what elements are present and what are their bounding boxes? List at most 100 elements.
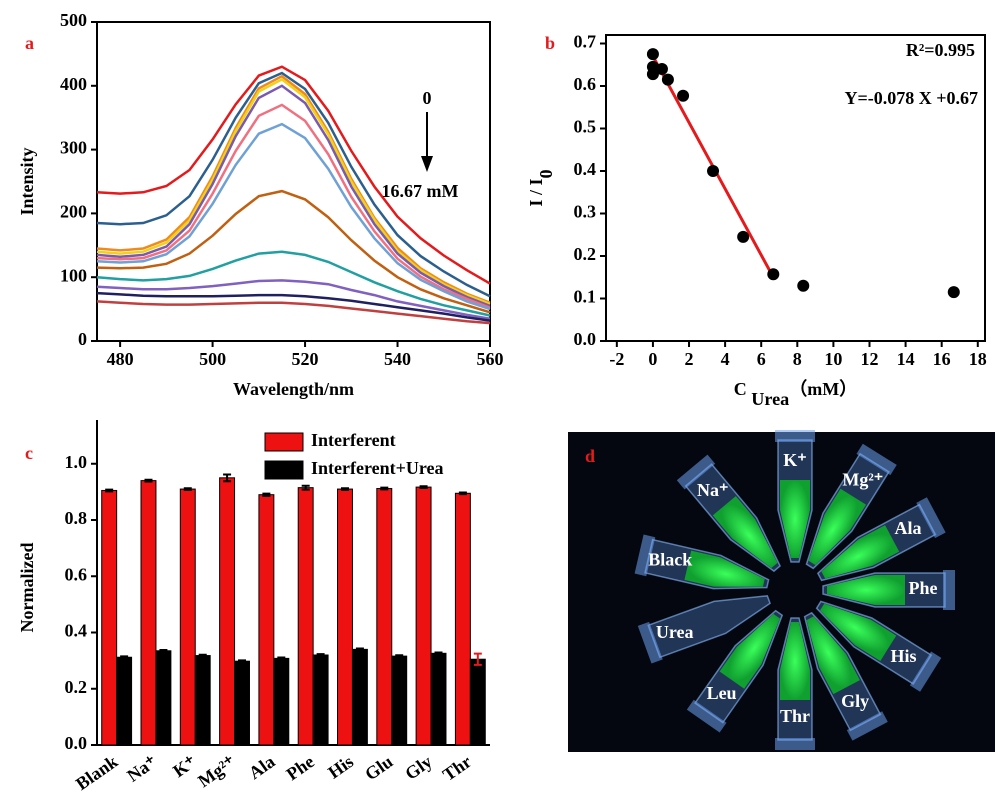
x-tick-label: Na⁺ bbox=[123, 751, 160, 785]
y-tick-label: 0.0 bbox=[574, 329, 597, 349]
x-tick-label: 0 bbox=[648, 349, 657, 369]
x-tick-label: 12 bbox=[860, 349, 878, 369]
tube bbox=[637, 595, 771, 664]
annotation: Y=-0.078 X +0.67 bbox=[844, 88, 978, 108]
y-tick-label: 0.5 bbox=[574, 117, 597, 137]
x-tick-label: Mg²⁺ bbox=[194, 751, 239, 791]
legend-swatch bbox=[264, 432, 304, 452]
x-tick-label: Thr bbox=[439, 751, 475, 785]
tube-solution bbox=[806, 616, 860, 695]
y-tick-label: 0.4 bbox=[65, 621, 88, 641]
spectrum-line bbox=[96, 291, 491, 322]
error-bar bbox=[144, 478, 153, 483]
x-tick-label: Gly bbox=[401, 751, 435, 783]
data-point bbox=[947, 286, 960, 299]
tube-label: Thr bbox=[780, 706, 810, 726]
error-bar bbox=[277, 656, 286, 661]
data-point bbox=[797, 279, 810, 292]
bar bbox=[116, 656, 133, 746]
legend-label: Interferent+Urea bbox=[311, 458, 444, 478]
tube-solution bbox=[712, 496, 778, 569]
y-tick-label: 500 bbox=[60, 10, 87, 30]
x-tick-label: 10 bbox=[824, 349, 842, 369]
x-tick-label: 4 bbox=[721, 349, 730, 369]
bar bbox=[297, 487, 314, 746]
tube bbox=[634, 534, 770, 590]
axis-label: Wavelength/nm bbox=[233, 379, 354, 399]
tube-label: K⁺ bbox=[783, 450, 807, 470]
y-tick-label: 100 bbox=[60, 265, 87, 285]
tube bbox=[803, 611, 888, 741]
panel-label: b bbox=[545, 33, 555, 53]
y-tick-label: 0.7 bbox=[574, 32, 597, 52]
tube-solution bbox=[820, 603, 897, 662]
tube-label: Mg²⁺ bbox=[842, 470, 883, 490]
bar bbox=[234, 660, 250, 746]
tube-cap bbox=[676, 454, 716, 490]
error-bar bbox=[159, 648, 168, 653]
spectrum-line bbox=[96, 77, 491, 306]
axis-label-part: I / I bbox=[526, 179, 546, 207]
tube bbox=[822, 570, 955, 610]
error-bar bbox=[238, 659, 247, 664]
error-bar bbox=[458, 491, 467, 496]
panel-label: a bbox=[25, 33, 34, 53]
tube-solution bbox=[808, 488, 867, 565]
spectrum-line bbox=[96, 122, 491, 311]
tube-cap bbox=[634, 534, 656, 577]
tube-cap bbox=[856, 443, 897, 476]
tube bbox=[775, 617, 815, 750]
axis-label-part: （mM） bbox=[789, 379, 857, 399]
axis-label: I / I0 bbox=[526, 169, 556, 206]
arrow-head bbox=[421, 156, 433, 172]
error-bar bbox=[223, 473, 232, 483]
tube-solution bbox=[719, 613, 780, 689]
x-tick-label: 520 bbox=[292, 349, 319, 369]
error-bar bbox=[105, 488, 114, 493]
tube-label: Ala bbox=[895, 518, 922, 538]
tube-cap bbox=[943, 570, 955, 610]
legend-swatch bbox=[264, 460, 304, 480]
axis-label-part: 0 bbox=[536, 169, 556, 178]
annotation: R²=0.995 bbox=[906, 40, 975, 60]
data-point bbox=[646, 68, 659, 81]
spectrum-line bbox=[96, 71, 491, 298]
data-point bbox=[677, 89, 690, 102]
error-bar bbox=[355, 647, 364, 652]
axis-label-part: Urea bbox=[751, 389, 789, 409]
bar bbox=[469, 658, 486, 746]
x-tick-label: Blank bbox=[72, 751, 121, 791]
data-point bbox=[737, 230, 750, 243]
tube-cap bbox=[637, 621, 663, 664]
bar bbox=[430, 652, 447, 746]
y-tick-label: 400 bbox=[60, 74, 87, 94]
data-point bbox=[655, 63, 668, 75]
x-tick-label: His bbox=[324, 751, 357, 782]
bar bbox=[391, 655, 408, 746]
bar bbox=[454, 492, 471, 746]
tube bbox=[686, 609, 784, 733]
tube-label: Phe bbox=[909, 578, 938, 598]
spectrum-line bbox=[96, 84, 491, 308]
y-tick-label: 0.1 bbox=[574, 287, 597, 307]
y-tick-label: 0.0 bbox=[65, 733, 88, 753]
x-tick-label: 18 bbox=[969, 349, 987, 369]
x-tick-label: Glu bbox=[361, 751, 396, 784]
bar bbox=[376, 488, 393, 746]
y-tick-label: 200 bbox=[60, 202, 87, 222]
annotation: 16.67 mM bbox=[382, 181, 459, 201]
axis-label: Normalized bbox=[17, 543, 37, 633]
bar bbox=[351, 648, 368, 746]
data-point bbox=[707, 165, 720, 177]
tube bbox=[816, 497, 946, 582]
error-bar bbox=[198, 653, 207, 658]
bar bbox=[219, 477, 236, 746]
y-tick-label: 1.0 bbox=[65, 452, 88, 472]
bar bbox=[140, 480, 157, 746]
tube-label: Leu bbox=[707, 683, 737, 703]
data-point bbox=[646, 48, 659, 61]
y-tick-label: 0.4 bbox=[574, 159, 597, 179]
tube-solution bbox=[780, 622, 810, 700]
bar bbox=[194, 655, 211, 746]
tube-label: Black bbox=[648, 549, 692, 569]
